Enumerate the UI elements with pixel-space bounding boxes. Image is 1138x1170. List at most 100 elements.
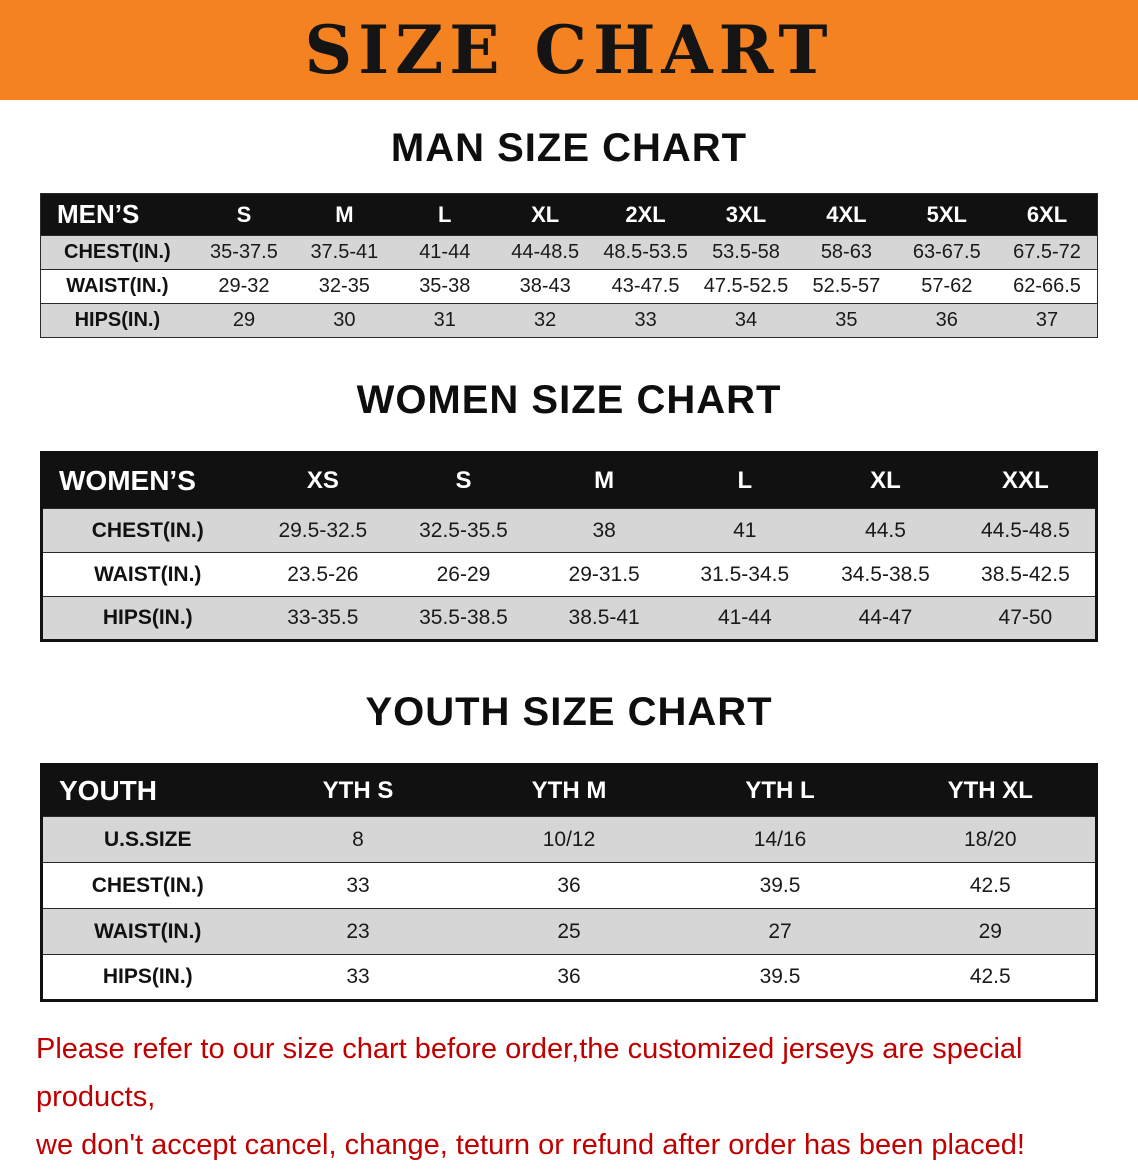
youth-size-table: YOUTH YTH S YTH M YTH L YTH XL U.S.SIZE 8 10/12… (40, 763, 1098, 1002)
measurement-value: 32.5-35.5 (419, 518, 508, 542)
measurement-value: 38-43 (519, 275, 571, 297)
banner: SIZE CHART (0, 0, 1138, 100)
table-header-row: WOMEN’S XS S M L XL XXL (41, 452, 1097, 509)
measurement-value: 23.5-26 (287, 562, 359, 586)
measurement-label: HIPS(IN.) (102, 965, 193, 988)
size-column-header: XXL (1002, 467, 1049, 494)
size-column-header: XS (306, 467, 339, 494)
measurement-label: HIPS(IN.) (102, 606, 193, 629)
measurement-value: 48.5-53.5 (603, 241, 688, 263)
measurement-value: 44.5 (865, 518, 906, 542)
measurement-value: 31.5-34.5 (700, 562, 790, 586)
measurement-label: CHEST(IN.) (64, 241, 171, 263)
size-column-header: YTH XL (947, 777, 1033, 804)
measurement-value: 33 (346, 873, 370, 897)
measurement-value: 30 (333, 309, 356, 331)
footer-note: Please refer to our size chart before or… (0, 1026, 1138, 1170)
size-column-header: 4XL (826, 201, 867, 227)
measurement-value: 34.5-38.5 (841, 562, 930, 586)
measurement-value: 37 (1035, 309, 1059, 331)
size-column-header: XL (870, 467, 901, 494)
measurement-value: 39.5 (759, 965, 801, 988)
measurement-value: 32 (534, 309, 557, 331)
measurement-value: 10/12 (542, 827, 596, 851)
measurement-label: CHEST(IN.) (91, 518, 204, 542)
size-column-header: L (737, 467, 753, 494)
measurement-value: 38.5-41 (568, 606, 640, 629)
table-title-cell: WOMEN’S (59, 465, 196, 496)
men-section-heading: MAN SIZE CHART (390, 126, 748, 170)
measurement-row: CHEST(IN.) 29.5-32.5 32.5-35.5 38 41 44.5 44.5… (41, 508, 1097, 553)
measurement-value: 35.5-38.5 (419, 606, 508, 629)
measurement-row: HIPS(IN.) 33 36 39.5 42.5 (41, 954, 1097, 1001)
measurement-value: 23 (346, 919, 370, 943)
size-column-header: 6XL (1026, 201, 1068, 227)
measurement-row: WAIST(IN.) 23.5-26 26-29 29-31.5 31.5-34.5 34… (41, 552, 1097, 597)
measurement-value: 33-35.5 (287, 606, 359, 629)
size-column-header: YTH S (322, 777, 394, 804)
size-column-header: 5XL (926, 201, 967, 227)
measurement-value: 67.5-72 (1013, 241, 1081, 263)
measurement-value: 32-35 (318, 275, 370, 297)
measurement-value: 41 (733, 518, 757, 542)
measurement-value: 63-67.5 (912, 241, 981, 263)
measurement-value: 36 (557, 873, 581, 897)
measurement-value: 33 (634, 309, 657, 331)
measurement-value: 57-62 (921, 275, 973, 297)
measurement-value: 47-50 (998, 606, 1053, 629)
measurement-value: 41-44 (419, 241, 471, 263)
measurement-value: 41-44 (717, 606, 772, 629)
measurement-value: 42.5 (969, 965, 1011, 988)
measurement-value: 31 (433, 309, 456, 331)
measurement-row: CHEST(IN.) 33 36 39.5 42.5 (41, 862, 1097, 909)
measurement-value: 29-31.5 (568, 562, 640, 586)
measurement-value: 43-47.5 (611, 275, 680, 297)
measurement-value: 8 (352, 827, 364, 851)
measurement-value: 36 (935, 309, 958, 331)
measurement-row: HIPS(IN.) 33-35.5 35.5-38.5 38.5-41 41-44 44-… (41, 596, 1097, 641)
measurement-value: 44.5-48.5 (981, 518, 1070, 542)
measurement-value: 29 (232, 309, 256, 331)
measurement-value: 34 (734, 309, 758, 331)
measurement-value: 18/20 (963, 827, 1017, 851)
footer-line-2: we don't accept cancel, change, teturn o… (36, 1128, 1025, 1161)
measurement-row: WAIST(IN.) 29-32 32-35 35-38 38-43 43-47.5 47.… (40, 269, 1098, 304)
measurement-value: 36 (557, 965, 581, 988)
women-size-table: WOMEN’S XS S M L XL XXL CHEST(IN.) 29.5-32.5 32.5… (40, 451, 1098, 642)
measurement-label: U.S.SIZE (103, 827, 192, 851)
footer-line-1: Please refer to our size chart before or… (36, 1033, 1023, 1113)
measurement-value: 26-29 (436, 562, 491, 586)
size-column-header: M (335, 201, 354, 227)
table-header-row: YOUTH YTH S YTH M YTH L YTH XL (41, 764, 1097, 817)
measurement-row: WAIST(IN.) 23 25 27 29 (41, 908, 1097, 955)
measurement-value: 38.5-42.5 (981, 562, 1070, 586)
size-column-header: S (455, 467, 472, 494)
measurement-value: 44-48.5 (511, 241, 580, 263)
size-column-header: XL (531, 201, 560, 227)
measurement-value: 58-63 (820, 241, 872, 263)
size-column-header: YTH M (531, 777, 607, 804)
measurement-label: WAIST(IN.) (94, 562, 202, 586)
youth-section-heading: YOUTH SIZE CHART (365, 690, 773, 734)
measurement-value: 14/16 (753, 827, 807, 851)
men-size-table: MEN’S S M L XL 2XL 3XL 4XL 5XL 6XL CHEST(IN.) 35-37… (40, 193, 1098, 338)
measurement-value: 53.5-58 (712, 241, 780, 263)
measurement-row: HIPS(IN.) 29 30 31 32 33 34 35 36 37 (40, 303, 1098, 338)
measurement-value: 39.5 (759, 873, 801, 897)
measurement-value: 25 (557, 919, 581, 943)
measurement-label: CHEST(IN.) (91, 873, 204, 897)
size-column-header: S (236, 201, 252, 227)
measurement-value: 29-32 (218, 275, 270, 297)
measurement-value: 47.5-52.5 (703, 275, 789, 297)
measurement-label: WAIST(IN.) (66, 275, 169, 297)
measurement-value: 38 (592, 518, 616, 542)
measurement-value: 52.5-57 (812, 275, 881, 297)
measurement-row: U.S.SIZE 8 10/12 14/16 18/20 (41, 816, 1097, 863)
women-section-heading: WOMEN SIZE CHART (356, 378, 782, 422)
table-title-cell: YOUTH (59, 775, 157, 806)
measurement-value: 37.5-41 (310, 241, 379, 263)
size-column-header: 3XL (725, 201, 767, 227)
size-column-header: 2XL (625, 201, 666, 227)
measurement-value: 29 (978, 919, 1002, 943)
